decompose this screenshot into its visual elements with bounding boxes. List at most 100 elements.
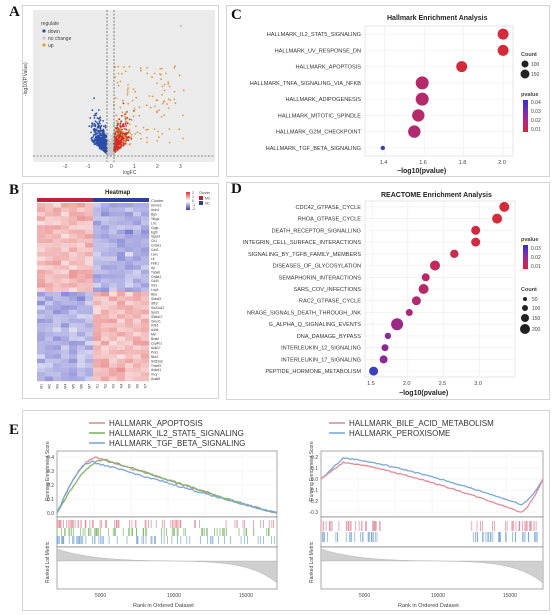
heatmap-cell [117, 323, 126, 328]
volcano-legend-title: regulate [41, 21, 59, 27]
heatmap-cell [133, 269, 142, 275]
heatmap-cell [53, 318, 62, 324]
heatmap-cell [109, 372, 118, 377]
heatmap-cell [61, 354, 70, 359]
heatmap-cell [45, 274, 54, 279]
heatmap-cell [133, 327, 142, 333]
heatmap-cell [61, 349, 70, 355]
heatmap-cell [77, 216, 86, 221]
volcano-point [101, 148, 104, 151]
volcano-point [91, 124, 94, 127]
volcano-point [98, 117, 101, 120]
volcano-xtick-2: -1 [86, 164, 91, 170]
volcano-point [107, 133, 110, 135]
volcano-point [96, 136, 99, 138]
heatmap-cell [77, 251, 86, 257]
heatmap-cell [117, 225, 126, 230]
heatmap-cell [109, 336, 118, 342]
hallmark-dot [415, 92, 429, 106]
volcano-point [91, 109, 94, 112]
volcano-point [133, 110, 135, 112]
heatmap-cell [93, 269, 102, 275]
heatmap-cell [37, 251, 46, 257]
heatmap-cell [85, 229, 94, 235]
volcano-point [133, 108, 136, 110]
volcano-point [107, 141, 109, 143]
volcano-point [178, 128, 181, 131]
heatmap-cell [141, 305, 150, 310]
volcano-point [126, 93, 129, 96]
heatmap-cell [61, 363, 70, 368]
heatmap-cell [45, 349, 54, 355]
heatmap-cell [125, 332, 134, 337]
volcano-point [121, 132, 124, 135]
heatmap-cell [117, 220, 126, 226]
heatmap-gene-label: Bcat2 [151, 337, 159, 341]
heatmap-cell [117, 287, 126, 293]
heatmap-cell [85, 336, 94, 342]
heatmap-cell [93, 247, 102, 253]
volcano-point [126, 89, 129, 92]
volcano-point [104, 149, 107, 152]
heatmap-cell [77, 238, 86, 244]
heatmap-cell [133, 358, 142, 364]
heatmap-cell [93, 243, 102, 248]
reactome-term-label: INTERLEUKIN_12_SIGNALING [281, 346, 361, 352]
volcano-point [156, 99, 159, 102]
heatmap-gene-label: Sic52a3 [151, 359, 163, 363]
heatmap-cell [85, 349, 94, 355]
heatmap-cell [93, 323, 102, 328]
heatmap-cell [125, 283, 134, 288]
volcano-point [94, 136, 97, 139]
heatmap-cell [37, 354, 46, 359]
heatmap-cell [101, 363, 110, 368]
gsea-curve-il2-stat5 [56, 458, 278, 514]
volcano-point [103, 125, 105, 128]
heatmap-gene-label: Lif [151, 257, 154, 261]
hallmark-term-label: HALLMARK_APOPTOSIS [296, 65, 362, 71]
heatmap-gene-label: Tshg1 [151, 217, 160, 221]
volcano-point [156, 111, 158, 114]
heatmap-sample-label: N2 [104, 384, 108, 388]
volcano-point [123, 132, 126, 135]
heatmap-cell [53, 358, 62, 364]
volcano-point [101, 132, 104, 134]
volcano-point [130, 136, 133, 138]
heatmap-cell [141, 234, 150, 239]
heatmap-cell [133, 309, 142, 315]
heatmap-cell [37, 323, 46, 328]
heatmap-sample-label: N7 [144, 384, 148, 388]
heatmap-cell [101, 251, 110, 257]
reactome-term-label: INTEGRIN_CELL_SURFACE_INTERACTIONS [243, 240, 361, 246]
heatmap-cell [93, 309, 102, 315]
heatmap-cell [61, 327, 70, 333]
heatmap-cell [69, 372, 78, 377]
heatmap-cell [125, 225, 134, 230]
heatmap-cell [53, 269, 62, 275]
heatmap-cell [53, 265, 62, 270]
volcano-point [90, 126, 93, 128]
heatmap-cell [45, 367, 54, 373]
volcano-point [93, 133, 96, 136]
volcano-point [97, 143, 99, 146]
heatmap-cell [77, 265, 86, 270]
heatmap-cell [45, 283, 54, 288]
gsea-right-legend-2: HALLMARK_PEROXISOME [349, 429, 450, 438]
gsea-left-ytick: 0.0 [47, 511, 54, 517]
heatmap-cell [85, 247, 94, 253]
heatmap-cell [45, 300, 54, 306]
heatmap-cell [45, 260, 54, 266]
volcano-xtick-3: 0 [110, 164, 113, 170]
heatmap-cell [117, 345, 126, 351]
heatmap-cell [53, 340, 62, 346]
heatmap-cell [109, 256, 118, 262]
gsea-curve-peroxisome [320, 457, 544, 506]
heatmap-cell [85, 358, 94, 364]
heatmap-cell [101, 216, 110, 221]
volcano-point [140, 69, 142, 72]
heatmap-cell [61, 234, 70, 239]
heatmap-cell [61, 292, 70, 297]
volcano-point [115, 120, 118, 122]
volcano-point [126, 91, 129, 94]
heatmap-cell [141, 376, 150, 382]
